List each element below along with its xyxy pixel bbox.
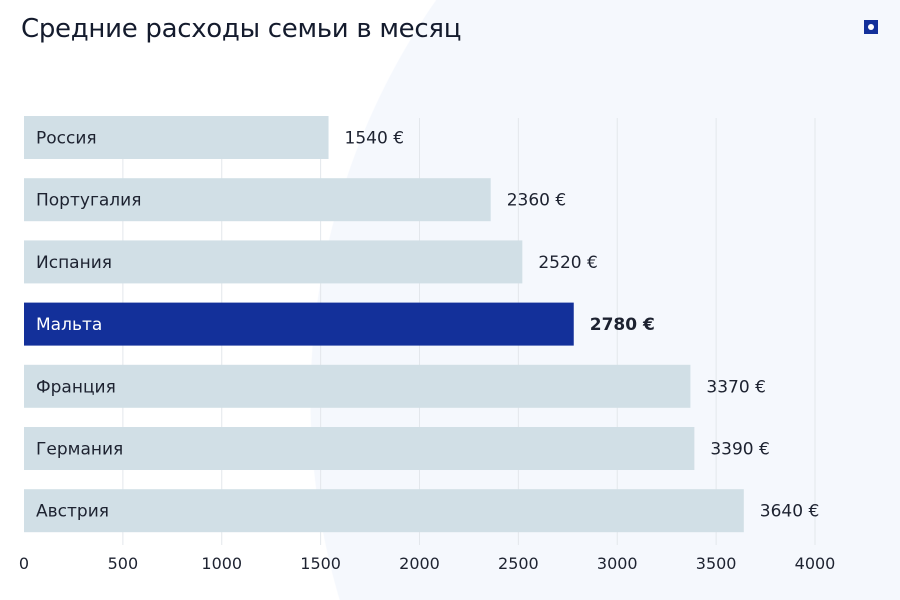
bar-7: [24, 489, 744, 533]
x-tick-label: 1000: [201, 554, 242, 573]
bar-value-label: 1540 €: [345, 129, 404, 149]
bar-value-label: 3640 €: [760, 502, 819, 522]
bar-value-label: 2520 €: [538, 253, 597, 273]
page-title: Средние расходы семьи в месяц: [21, 14, 462, 44]
x-tick-label: 2000: [399, 554, 440, 573]
bar-value-label: 2780 €: [590, 315, 655, 335]
bar-category-label: Германия: [36, 440, 123, 460]
x-tick-label: 3000: [597, 554, 638, 573]
bar-5: [24, 364, 691, 408]
bar-category-label: Испания: [36, 253, 112, 273]
bar-category-label: Австрия: [36, 502, 109, 522]
x-tick-label: 500: [108, 554, 139, 573]
x-tick-label: 1500: [300, 554, 341, 573]
bar-6: [24, 427, 695, 470]
bar-category-label: Мальта: [36, 315, 102, 335]
bar-2: [24, 178, 491, 222]
x-tick-label: 2500: [498, 554, 539, 573]
bar-category-label: Россия: [36, 129, 97, 149]
x-tick-label: 4000: [795, 554, 836, 573]
bar-category-label: Франция: [36, 377, 116, 397]
bar-3: [24, 240, 523, 284]
bar-value-label: 3370 €: [706, 377, 765, 397]
bar-4: [24, 302, 574, 346]
bar-value-label: 2360 €: [507, 191, 566, 211]
bar-category-label: Португалия: [36, 191, 141, 211]
bar-1: [24, 116, 329, 159]
x-tick-label: 0: [19, 554, 29, 573]
brand-logo-icon: [864, 20, 878, 34]
x-tick-label: 3500: [696, 554, 737, 573]
bar-value-label: 3390 €: [710, 440, 769, 460]
